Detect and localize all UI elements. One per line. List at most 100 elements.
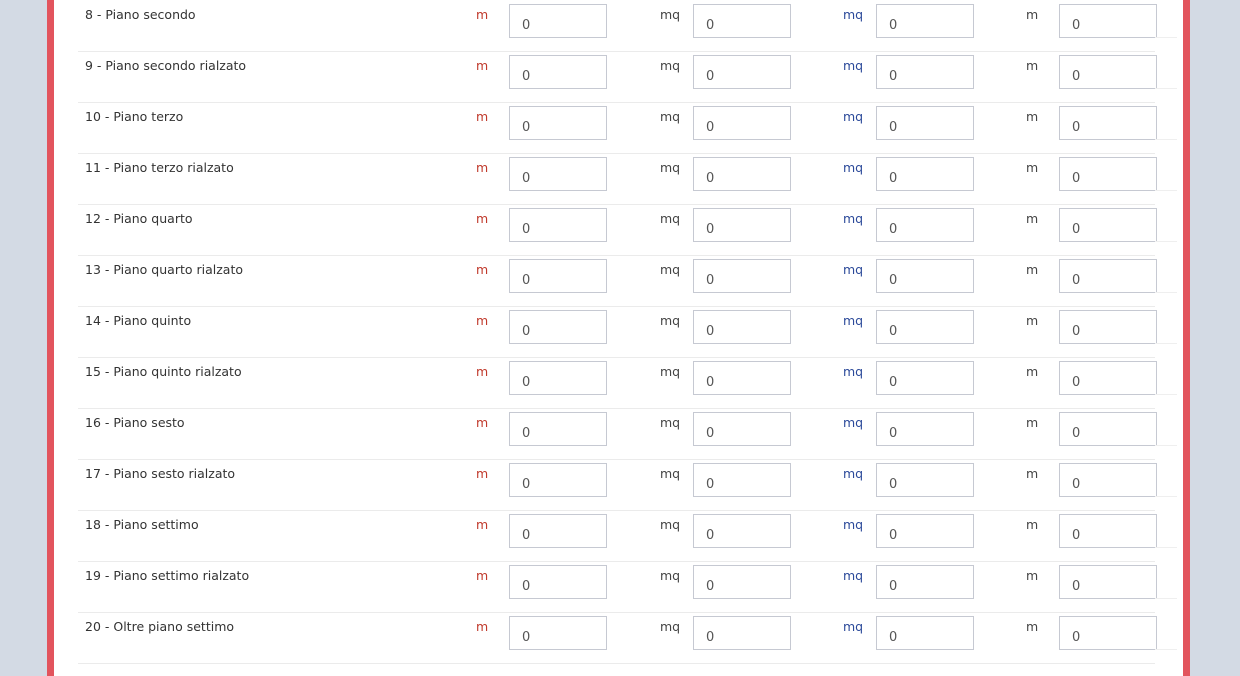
measure-input-4[interactable]: [1059, 259, 1157, 293]
measure-input-3[interactable]: [876, 310, 974, 344]
floor-label: 19 - Piano settimo rialzato: [85, 568, 250, 583]
measure-input-3[interactable]: [876, 514, 974, 548]
measure-input-3[interactable]: [876, 463, 974, 497]
measure-input-1[interactable]: [509, 157, 607, 191]
measure-input-2[interactable]: [693, 55, 791, 89]
measure-input-4[interactable]: [1059, 157, 1157, 191]
measure-input-3[interactable]: [876, 4, 974, 38]
measure-input-4[interactable]: [1059, 208, 1157, 242]
unit-label: m: [476, 7, 489, 22]
measure-input-3[interactable]: [876, 259, 974, 293]
unit-label: m: [1026, 619, 1039, 634]
measure-input-4[interactable]: [1059, 310, 1157, 344]
unit-label: m: [476, 364, 489, 379]
unit-label: m: [476, 568, 489, 583]
measure-input-4[interactable]: [1059, 106, 1157, 140]
unit-label: mq: [843, 568, 864, 583]
unit-label: mq: [660, 160, 681, 175]
measure-input-2[interactable]: [693, 514, 791, 548]
measure-input-2[interactable]: [693, 463, 791, 497]
measure-input-4[interactable]: [1059, 4, 1157, 38]
measure-input-4[interactable]: [1059, 55, 1157, 89]
unit-label: m: [1026, 109, 1039, 124]
measure-input-2[interactable]: [693, 412, 791, 446]
unit-label: m: [476, 619, 489, 634]
measure-input-4[interactable]: [1059, 463, 1157, 497]
unit-label: m: [1026, 211, 1039, 226]
measure-input-4[interactable]: [1059, 616, 1157, 650]
measure-input-1[interactable]: [509, 463, 607, 497]
floor-label: 13 - Piano quarto rialzato: [85, 262, 243, 277]
measure-input-4[interactable]: [1059, 361, 1157, 395]
floor-row: 13 - Piano quarto rialzato m mq mq m: [78, 255, 1157, 307]
unit-label: m: [1026, 466, 1039, 481]
measure-input-2[interactable]: [693, 310, 791, 344]
measure-input-2[interactable]: [693, 208, 791, 242]
measure-input-2[interactable]: [693, 106, 791, 140]
floor-row: 15 - Piano quinto rialzato m mq mq m: [78, 357, 1157, 409]
unit-label: mq: [660, 568, 681, 583]
measure-input-3[interactable]: [876, 616, 974, 650]
measure-input-4[interactable]: [1059, 412, 1157, 446]
measure-input-4[interactable]: [1059, 565, 1157, 599]
unit-label: mq: [843, 7, 864, 22]
measure-input-2[interactable]: [693, 361, 791, 395]
unit-label: m: [476, 109, 489, 124]
floor-label: 10 - Piano terzo: [85, 109, 184, 124]
measure-input-1[interactable]: [509, 514, 607, 548]
divider: [1155, 445, 1177, 446]
divider: [1155, 598, 1177, 599]
unit-label: mq: [660, 466, 681, 481]
floor-label: 8 - Piano secondo: [85, 7, 196, 22]
divider: [1155, 496, 1177, 497]
unit-label: m: [1026, 160, 1039, 175]
measure-input-1[interactable]: [509, 259, 607, 293]
divider: [1155, 139, 1177, 140]
unit-label: m: [1026, 517, 1039, 532]
measure-input-1[interactable]: [509, 310, 607, 344]
measure-input-3[interactable]: [876, 361, 974, 395]
unit-label: mq: [660, 262, 681, 277]
measure-input-2[interactable]: [693, 4, 791, 38]
unit-label: m: [476, 466, 489, 481]
unit-label: m: [476, 211, 489, 226]
unit-label: mq: [843, 262, 864, 277]
measure-input-2[interactable]: [693, 565, 791, 599]
floor-label: 11 - Piano terzo rialzato: [85, 160, 234, 175]
measure-input-4[interactable]: [1059, 514, 1157, 548]
unit-label: mq: [843, 364, 864, 379]
unit-label: mq: [843, 109, 864, 124]
unit-label: m: [476, 160, 489, 175]
measure-input-3[interactable]: [876, 565, 974, 599]
unit-label: m: [1026, 58, 1039, 73]
unit-label: m: [476, 262, 489, 277]
unit-label: mq: [660, 109, 681, 124]
unit-label: m: [1026, 415, 1039, 430]
measure-input-2[interactable]: [693, 157, 791, 191]
measure-input-3[interactable]: [876, 412, 974, 446]
measure-input-2[interactable]: [693, 259, 791, 293]
measure-input-1[interactable]: [509, 55, 607, 89]
measure-input-1[interactable]: [509, 208, 607, 242]
measure-input-1[interactable]: [509, 106, 607, 140]
unit-label: m: [1026, 262, 1039, 277]
measure-input-2[interactable]: [693, 616, 791, 650]
floor-row: 20 - Oltre piano settimo m mq mq m: [78, 612, 1157, 664]
divider: [1155, 292, 1177, 293]
unit-label: mq: [660, 211, 681, 226]
measure-input-3[interactable]: [876, 106, 974, 140]
measure-input-1[interactable]: [509, 565, 607, 599]
measure-input-1[interactable]: [509, 361, 607, 395]
measure-input-1[interactable]: [509, 4, 607, 38]
unit-label: mq: [660, 415, 681, 430]
unit-label: m: [1026, 568, 1039, 583]
floor-label: 18 - Piano settimo: [85, 517, 199, 532]
unit-label: mq: [660, 517, 681, 532]
measure-input-3[interactable]: [876, 55, 974, 89]
unit-label: m: [476, 313, 489, 328]
floor-label: 15 - Piano quinto rialzato: [85, 364, 242, 379]
measure-input-3[interactable]: [876, 208, 974, 242]
measure-input-1[interactable]: [509, 412, 607, 446]
measure-input-1[interactable]: [509, 616, 607, 650]
measure-input-3[interactable]: [876, 157, 974, 191]
